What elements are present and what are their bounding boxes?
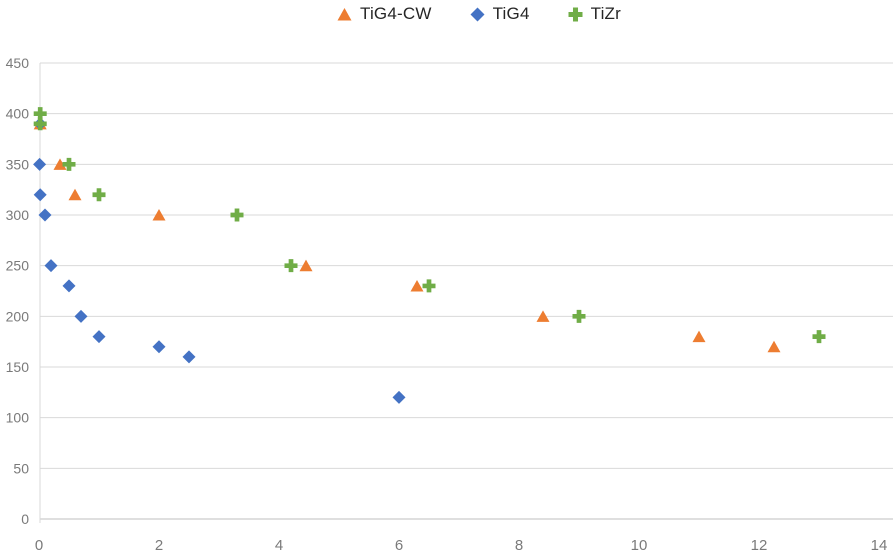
legend-label-tizr: TiZr <box>590 3 621 23</box>
y-tick-label: 400 <box>6 106 30 122</box>
y-tick-label: 450 <box>6 55 30 71</box>
y-tick-label: 250 <box>6 258 30 274</box>
x-tick-label: 12 <box>751 537 768 554</box>
x-tick-label: 14 <box>871 537 888 554</box>
data-point-marker <box>53 158 67 170</box>
data-point-marker <box>68 188 82 201</box>
data-point-marker <box>392 390 406 404</box>
y-tick-label: 150 <box>6 359 30 375</box>
data-point-marker <box>536 310 550 322</box>
data-point-marker <box>182 350 196 364</box>
y-tick-label: 300 <box>6 207 30 223</box>
triangle-marker-icon <box>337 7 352 20</box>
x-tick-label: 0 <box>35 537 43 554</box>
data-point-marker <box>692 330 706 343</box>
chart-legend: TiG4-CW TiG4 TiZr <box>337 3 621 25</box>
data-point-marker <box>299 259 313 272</box>
data-point-marker <box>337 7 352 20</box>
series-TiG4-CW <box>33 117 781 353</box>
data-point-marker <box>152 340 166 354</box>
data-point-marker <box>44 259 58 273</box>
y-tick-label: 200 <box>6 308 30 324</box>
legend-label-tig4-cw: TiG4-CW <box>360 3 432 23</box>
legend-item-tig4: TiG4 <box>470 5 530 24</box>
x-tick-label: 8 <box>515 537 523 554</box>
data-point-marker <box>33 117 47 131</box>
data-point-marker <box>230 208 244 222</box>
data-point-marker <box>92 330 106 344</box>
series-TiZr <box>33 107 826 344</box>
legend-label-tig4: TiG4 <box>492 3 530 23</box>
diamond-marker-icon <box>470 7 485 21</box>
x-tick-label: 4 <box>275 537 283 554</box>
data-point-marker <box>33 157 47 171</box>
x-tick-label: 2 <box>155 537 163 554</box>
data-point-marker <box>284 259 298 273</box>
data-point-marker <box>422 279 436 293</box>
y-tick-label: 100 <box>6 410 30 426</box>
data-point-marker <box>152 209 166 221</box>
data-point-marker <box>470 7 485 21</box>
data-point-marker <box>33 188 47 202</box>
y-tick-label: 0 <box>21 511 29 527</box>
data-point-marker <box>74 309 88 323</box>
data-point-marker <box>410 279 424 292</box>
data-point-marker <box>812 330 826 344</box>
y-tick-label: 350 <box>6 156 30 172</box>
data-point-marker <box>572 309 586 323</box>
data-point-marker <box>62 157 76 171</box>
x-tick-label: 10 <box>631 537 648 554</box>
legend-item-tig4-cw: TiG4-CW <box>337 5 432 24</box>
legend-item-tizr: TiZr <box>568 5 621 24</box>
y-tick-label: 50 <box>13 460 29 476</box>
data-point-marker <box>62 279 76 293</box>
plus-marker-icon <box>568 7 583 21</box>
series-TiG4 <box>33 117 406 404</box>
x-tick-label: 6 <box>395 537 403 554</box>
data-point-marker <box>568 7 583 21</box>
data-point-marker <box>92 188 106 202</box>
data-point-marker <box>767 340 781 353</box>
data-point-marker <box>38 208 52 222</box>
